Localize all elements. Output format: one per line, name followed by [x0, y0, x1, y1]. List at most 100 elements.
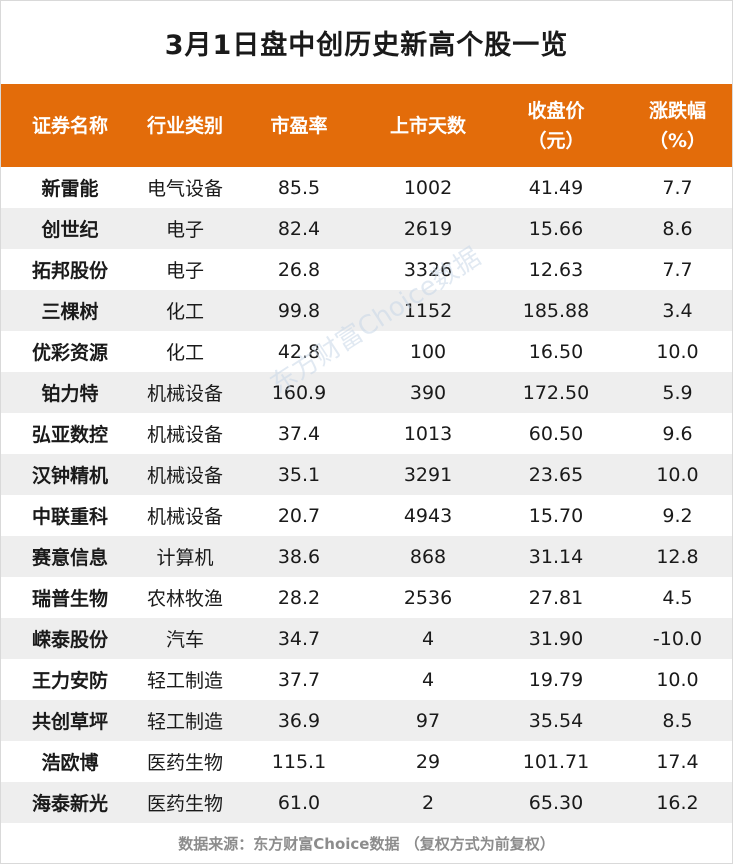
industry-cell: 医药生物 [146, 752, 223, 774]
industry-cell: 轻工制造 [146, 711, 223, 733]
close-price-cell: 172.50 [522, 381, 590, 404]
listed-days-cell: 97 [415, 709, 441, 732]
change-pct-cell: 3.4 [662, 299, 693, 322]
table-row: 拓邦股份 电子 26.8 3326 12.63 7.7 [1, 249, 732, 290]
close-price-cell: 31.14 [528, 545, 584, 568]
security-name-cell: 赛意信息 [31, 547, 108, 569]
header-listed-days: 上市天数 [389, 114, 466, 137]
pe-ratio-cell: 37.4 [277, 422, 321, 445]
listed-days-cell: 4 [421, 627, 435, 650]
security-name-cell: 创世纪 [41, 219, 99, 241]
change-pct-cell: 7.7 [662, 258, 693, 281]
table-header: 证券名称 行业类别 市盈率 上市天数 收盘价 （元） 涨跌幅 （%） [1, 84, 732, 167]
header-change-pct: 涨跌幅 （%） [623, 96, 732, 156]
change-pct-cell: -10.0 [652, 627, 703, 650]
change-pct-cell: 10.0 [656, 340, 699, 363]
table-row: 浩欧博 医药生物 115.1 29 101.71 17.4 [1, 741, 732, 782]
pe-ratio-cell: 35.1 [277, 463, 321, 486]
change-pct-cell: 7.7 [662, 176, 693, 199]
change-pct-cell: 5.9 [662, 381, 693, 404]
header-industry: 行业类别 [146, 114, 223, 137]
listed-days-cell: 29 [415, 750, 441, 773]
table-row: 三棵树 化工 99.8 1152 185.88 3.4 [1, 290, 732, 331]
close-price-cell: 185.88 [522, 299, 590, 322]
pe-ratio-cell: 37.7 [277, 668, 321, 691]
change-pct-cell: 16.2 [656, 791, 699, 814]
industry-cell: 化工 [165, 301, 204, 323]
table-row: 海泰新光 医药生物 61.0 2 65.30 16.2 [1, 782, 732, 823]
header-change-pct-unit: （%） [648, 129, 707, 152]
listed-days-cell: 3326 [403, 258, 453, 281]
listed-days-cell: 100 [409, 340, 447, 363]
page-title: 3月1日盘中创历史新高个股一览 [164, 29, 569, 61]
security-name-cell: 汉钟精机 [31, 465, 108, 487]
table-row: 新雷能 电气设备 85.5 1002 41.49 7.7 [1, 167, 732, 208]
pe-ratio-cell: 20.7 [277, 504, 321, 527]
close-price-cell: 35.54 [528, 709, 584, 732]
industry-cell: 电子 [165, 219, 204, 241]
industry-cell: 电子 [165, 260, 204, 282]
industry-cell: 机械设备 [146, 424, 223, 446]
security-name-cell: 铂力特 [41, 383, 99, 405]
close-price-cell: 27.81 [528, 586, 584, 609]
listed-days-cell: 1002 [403, 176, 453, 199]
table-row: 中联重科 机械设备 20.7 4943 15.70 9.2 [1, 495, 732, 536]
industry-cell: 化工 [165, 342, 204, 364]
listed-days-cell: 2619 [403, 217, 453, 240]
header-security-name: 证券名称 [31, 114, 108, 137]
security-name-cell: 三棵树 [41, 301, 99, 323]
close-price-cell: 65.30 [528, 791, 584, 814]
security-name-cell: 浩欧博 [41, 752, 99, 774]
security-name-cell: 拓邦股份 [31, 260, 108, 282]
close-price-cell: 12.63 [528, 258, 584, 281]
pe-ratio-cell: 160.9 [271, 381, 327, 404]
pe-ratio-cell: 38.6 [277, 545, 321, 568]
pe-ratio-cell: 36.9 [277, 709, 321, 732]
listed-days-cell: 4 [421, 668, 435, 691]
pe-ratio-cell: 61.0 [277, 791, 321, 814]
industry-cell: 机械设备 [146, 465, 223, 487]
security-name-cell: 嵘泰股份 [31, 629, 108, 651]
change-pct-cell: 10.0 [656, 668, 699, 691]
industry-cell: 医药生物 [146, 793, 223, 815]
security-name-cell: 共创草坪 [31, 711, 108, 733]
security-name-cell: 弘亚数控 [31, 424, 108, 446]
pe-ratio-cell: 34.7 [277, 627, 321, 650]
close-price-cell: 23.65 [528, 463, 584, 486]
change-pct-cell: 17.4 [656, 750, 699, 773]
close-price-cell: 41.49 [528, 176, 584, 199]
industry-cell: 机械设备 [146, 383, 223, 405]
table-row: 优彩资源 化工 42.8 100 16.50 10.0 [1, 331, 732, 372]
table-row: 赛意信息 计算机 38.6 868 31.14 12.8 [1, 536, 732, 577]
security-name-cell: 新雷能 [41, 178, 99, 200]
security-name-cell: 优彩资源 [31, 342, 108, 364]
close-price-cell: 15.66 [528, 217, 584, 240]
industry-cell: 计算机 [156, 547, 214, 569]
close-price-cell: 15.70 [528, 504, 584, 527]
change-pct-cell: 4.5 [662, 586, 693, 609]
industry-cell: 电气设备 [146, 178, 223, 200]
listed-days-cell: 1152 [403, 299, 453, 322]
change-pct-cell: 9.2 [662, 504, 693, 527]
table-row: 瑞普生物 农林牧渔 28.2 2536 27.81 4.5 [1, 577, 732, 618]
table-body: 新雷能 电气设备 85.5 1002 41.49 7.7 创世纪 电子 82.4 2619 15.6… [1, 167, 732, 823]
pe-ratio-cell: 28.2 [277, 586, 321, 609]
close-price-cell: 19.79 [528, 668, 584, 691]
header-close-price: 收盘价 （元） [489, 96, 623, 156]
close-price-cell: 31.90 [528, 627, 584, 650]
pe-ratio-cell: 42.8 [277, 340, 321, 363]
change-pct-cell: 8.5 [662, 709, 693, 732]
change-pct-cell: 10.0 [656, 463, 699, 486]
table-row: 王力安防 轻工制造 37.7 4 19.79 10.0 [1, 659, 732, 700]
listed-days-cell: 4943 [403, 504, 453, 527]
data-source-note: 数据来源：东方财富Choice数据 （复权方式为前复权） [178, 835, 555, 853]
listed-days-cell: 1013 [403, 422, 453, 445]
pe-ratio-cell: 85.5 [277, 176, 321, 199]
listed-days-cell: 390 [409, 381, 447, 404]
pe-ratio-cell: 99.8 [277, 299, 321, 322]
security-name-cell: 王力安防 [31, 670, 108, 692]
listed-days-cell: 868 [409, 545, 447, 568]
industry-cell: 轻工制造 [146, 670, 223, 692]
close-price-cell: 101.71 [522, 750, 590, 773]
pe-ratio-cell: 115.1 [271, 750, 327, 773]
